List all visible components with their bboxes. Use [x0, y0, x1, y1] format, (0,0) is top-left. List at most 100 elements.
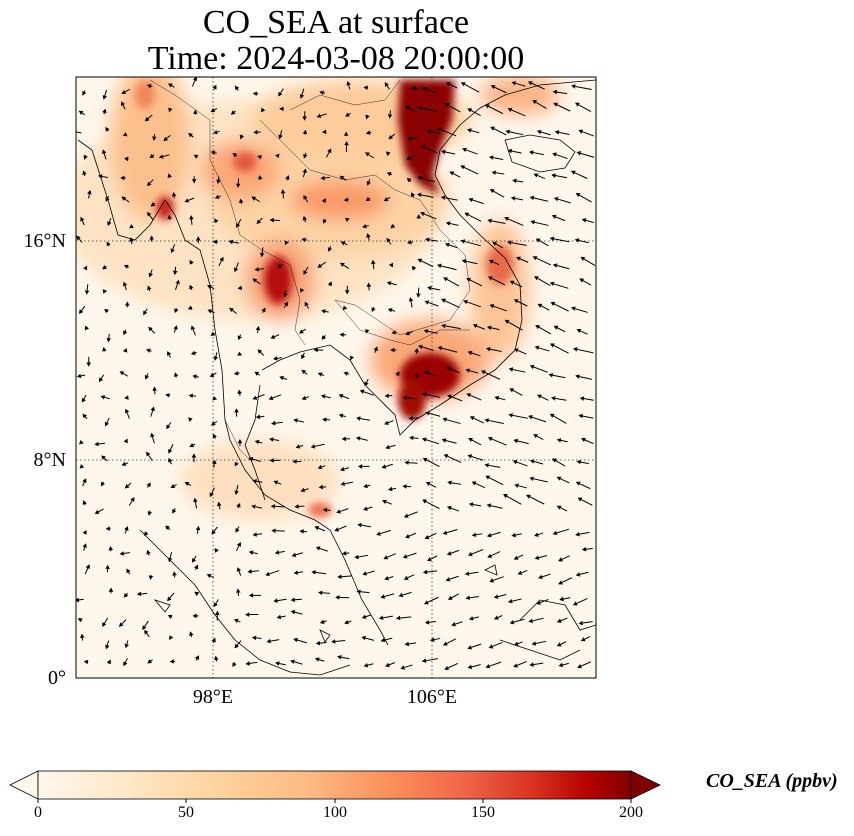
wind-arrow-head	[102, 265, 107, 270]
wind-arrow-head	[581, 437, 586, 442]
wind-arrow-head	[315, 640, 321, 646]
wind-arrow-head	[386, 237, 391, 243]
wind-arrow-head	[302, 215, 308, 221]
wind-arrow-head	[256, 219, 262, 225]
wind-arrow-head	[276, 614, 282, 620]
wind-arrow-head	[532, 256, 538, 261]
wind-arrow-head	[129, 224, 134, 229]
wind-arrow-head	[364, 329, 370, 334]
wind-arrow-head	[402, 484, 407, 489]
wind-arrow-head	[212, 433, 217, 439]
wind-arrow-head	[188, 132, 193, 138]
wind-arrow-head	[468, 197, 474, 203]
wind-arrow-head	[235, 183, 241, 188]
wind-arrow-head	[534, 532, 539, 537]
wind-arrow-head	[191, 453, 197, 458]
wind-arrow-head	[300, 288, 305, 293]
wind-arrow	[505, 319, 523, 331]
wind-arrow-head	[424, 534, 430, 540]
wind-arrow-head	[124, 526, 129, 531]
wind-arrow-head	[189, 259, 194, 265]
wind-arrow-head	[462, 147, 467, 153]
wind-arrow-head	[144, 374, 149, 380]
wind-arrow-head	[210, 108, 216, 113]
wind-arrow-head	[465, 368, 471, 373]
wind-arrow-head	[578, 620, 583, 626]
wind-arrow-head	[384, 575, 389, 581]
wind-arrow-head	[207, 284, 212, 290]
wind-arrow-head	[248, 593, 254, 598]
wind-arrow-head	[461, 259, 467, 264]
wind-arrow-head	[211, 421, 216, 426]
wind-arrow-head	[552, 152, 557, 157]
wind-arrow-head	[214, 548, 219, 553]
wind-arrow-head	[338, 413, 344, 418]
wind-arrow-head	[378, 615, 384, 621]
wind-arrow-head	[414, 347, 419, 353]
wind-arrow-head	[384, 82, 389, 87]
wind-arrow-head	[337, 654, 342, 660]
wind-arrow	[441, 298, 460, 308]
wind-arrow	[438, 346, 458, 353]
wind-arrow-head	[487, 436, 493, 442]
wind-arrow-head	[94, 441, 99, 447]
wind-arrow-head	[105, 126, 110, 132]
wind-arrow-head	[245, 612, 250, 617]
wind-arrow-head	[460, 82, 466, 87]
wind-arrow-head	[467, 350, 473, 356]
wind-arrow-head	[237, 335, 242, 341]
wind-arrow-head	[327, 247, 332, 252]
wind-arrow-head	[260, 107, 266, 113]
wind-arrow-head	[366, 233, 371, 238]
wind-arrow-head	[391, 330, 396, 335]
wind-arrow-head	[335, 595, 340, 600]
map-title-variable: CO_SEA at surface	[202, 4, 470, 41]
wind-arrow-head	[100, 481, 105, 487]
wind-arrow-head	[78, 439, 84, 445]
wind-arrow-head	[190, 325, 196, 331]
wind-arrow-head	[344, 619, 349, 625]
wind-arrow-head	[504, 216, 509, 222]
wind-arrow-head	[424, 370, 429, 376]
wind-arrow-head	[424, 600, 429, 605]
wind-arrow-head	[327, 148, 332, 154]
wind-arrow-head	[146, 451, 151, 457]
wind-arrow-head	[252, 478, 257, 484]
wind-arrow-head	[343, 197, 349, 202]
wind-arrow-head	[82, 478, 87, 484]
wind-arrow-head	[210, 150, 216, 155]
wind-arrow-head	[278, 134, 283, 140]
wind-arrow-head	[124, 301, 130, 306]
wind-arrow-head	[209, 372, 215, 377]
wind-arrow-head	[321, 129, 327, 135]
wind-arrow-head	[98, 377, 104, 383]
wind-arrow-head	[365, 130, 371, 135]
wind-arrow-head	[79, 309, 84, 314]
wind-arrow-head	[388, 262, 394, 268]
wind-arrow-head	[387, 486, 393, 492]
wind-arrow-head	[342, 305, 348, 311]
wind-arrow-head	[363, 662, 369, 668]
wind-arrow-head	[487, 276, 493, 281]
wind-arrow-head	[491, 170, 497, 175]
wind-arrow-head	[579, 396, 585, 401]
wind-arrow-head	[363, 483, 368, 489]
wind-arrow-head	[285, 175, 290, 180]
wind-arrow-head	[489, 189, 495, 194]
wind-arrow-head	[485, 663, 491, 669]
wind-arrow-head	[551, 214, 557, 220]
wind-arrow-head	[278, 91, 283, 97]
wind-arrow-head	[467, 645, 472, 650]
wind-arrow-head	[534, 276, 539, 281]
wind-arrow-head	[230, 110, 236, 115]
wind-arrow-head	[464, 571, 470, 576]
wind-arrow-head	[471, 532, 477, 538]
wind-arrow-head	[508, 367, 514, 372]
wind-arrow-head	[163, 136, 169, 142]
wind-arrow-head	[84, 290, 90, 295]
wind-arrow-head	[559, 596, 564, 602]
wind-arrow-head	[212, 129, 218, 135]
wind-arrow-head	[581, 218, 587, 223]
wind-arrow-head	[124, 484, 130, 489]
wind-arrow-head	[442, 530, 448, 535]
